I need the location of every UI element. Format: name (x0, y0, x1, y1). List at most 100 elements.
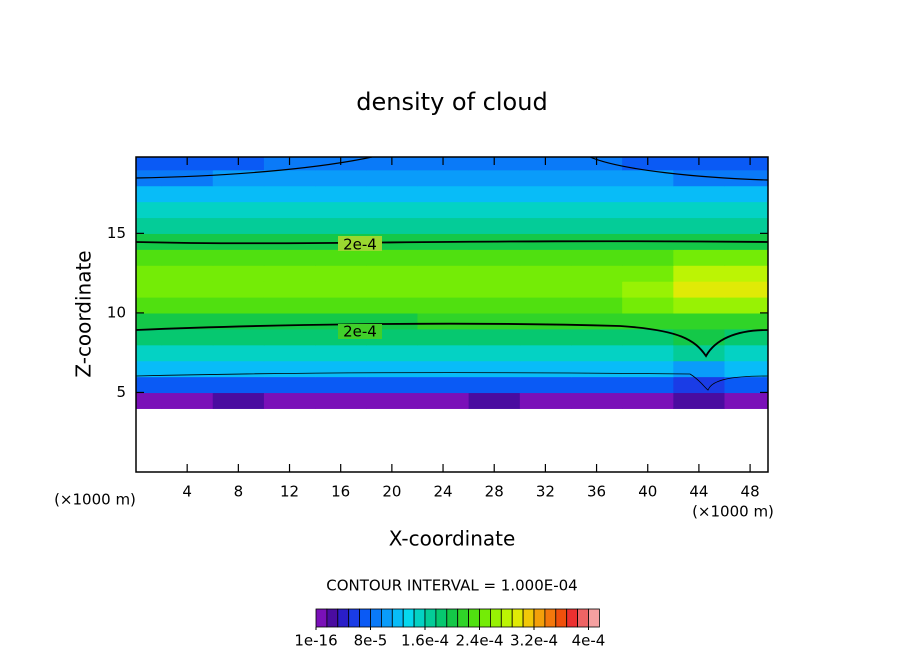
field-cell (622, 169, 674, 187)
field-cell (468, 344, 521, 362)
colorbar-box (391, 608, 404, 628)
field-cell (622, 217, 674, 234)
field-cell (622, 328, 674, 346)
field-cell (212, 392, 265, 409)
field-cell (622, 265, 674, 282)
field-cell (724, 297, 768, 314)
field-cell (570, 265, 623, 282)
field-cell (622, 392, 674, 409)
field-cell (161, 297, 214, 314)
field-cell (570, 297, 623, 314)
field-cell (519, 201, 572, 219)
x-tick-label: 12 (280, 483, 299, 501)
field-cell (315, 185, 367, 203)
field-cell (724, 376, 768, 394)
field-cell (263, 233, 316, 250)
field-cell (263, 169, 316, 187)
field-cell (366, 281, 419, 298)
field-cell (263, 392, 316, 409)
field-cell (366, 360, 419, 378)
field-cell (136, 157, 163, 171)
field-cell (417, 169, 470, 187)
contour-field (136, 157, 768, 409)
x-tick-label: 16 (331, 483, 350, 501)
field-cell (724, 392, 768, 409)
chart-title: density of cloud (356, 88, 547, 116)
colorbar-box (522, 608, 535, 628)
colorbar-box (489, 608, 502, 628)
field-cell (468, 265, 521, 282)
field-cell (212, 328, 265, 346)
field-cell (161, 265, 214, 282)
field-cell (161, 217, 214, 234)
colorbar-box (577, 608, 589, 628)
colorbar-box (588, 608, 600, 628)
colorbar-box (348, 608, 361, 628)
field-cell (519, 328, 572, 346)
field-cell (263, 185, 316, 203)
colorbar-label: 1.6e-4 (401, 632, 449, 650)
field-cell (212, 201, 265, 219)
field-cell (673, 376, 726, 394)
colorbar-box (380, 608, 393, 628)
field-cell (315, 281, 367, 298)
field-cell (212, 281, 265, 298)
field-cell (263, 201, 316, 219)
field-cell (136, 185, 163, 203)
field-cell (161, 392, 214, 409)
field-cell (417, 328, 470, 346)
field-cell (263, 360, 316, 378)
colorbar-box (500, 608, 513, 628)
field-cell (417, 185, 470, 203)
field-cell (468, 328, 521, 346)
field-cell (468, 376, 521, 394)
x-tick-label: 44 (689, 483, 708, 501)
colorbar-box (566, 608, 579, 628)
field-cell (136, 328, 163, 346)
field-cell (622, 281, 674, 298)
x-tick-label: 36 (587, 483, 606, 501)
field-cell (468, 281, 521, 298)
field-cell (673, 201, 726, 219)
field-cell (212, 233, 265, 250)
field-cell (570, 281, 623, 298)
field-cell (161, 376, 214, 394)
field-cell (315, 169, 367, 187)
field-cell (673, 360, 726, 378)
field-cell (136, 297, 163, 314)
field-cell (673, 249, 726, 266)
field-cell (136, 201, 163, 219)
field-cell (315, 376, 367, 394)
field-cell (468, 249, 521, 266)
y-tick-label: 15 (107, 224, 126, 242)
field-cell (136, 249, 163, 266)
colorbar-box (479, 608, 491, 628)
field-cell (570, 185, 623, 203)
field-cell (468, 297, 521, 314)
field-cell (570, 249, 623, 266)
field-cell (366, 297, 419, 314)
colorbar-label: 1e-16 (294, 632, 337, 650)
field-cell (417, 344, 470, 362)
field-cell (417, 360, 470, 378)
field-cell (263, 217, 316, 234)
field-cell (366, 217, 419, 234)
field-cell (519, 249, 572, 266)
field-cell (570, 201, 623, 219)
contour-interval: CONTOUR INTERVAL = 1.000E-04 (326, 577, 577, 595)
colorbar-box (511, 608, 524, 628)
field-cell (468, 201, 521, 219)
field-cell (724, 281, 768, 298)
field-cell (417, 312, 470, 330)
field-cell (673, 392, 726, 409)
colorbar-box (555, 608, 568, 628)
field-cell (570, 312, 623, 330)
field-cell (724, 169, 768, 187)
field-cell (724, 185, 768, 203)
plot-frame (135, 156, 769, 473)
field-cell (519, 297, 572, 314)
field-cell (519, 344, 572, 362)
field-cell (212, 217, 265, 234)
field-cell (315, 265, 367, 282)
x-tick-label: 40 (638, 483, 657, 501)
